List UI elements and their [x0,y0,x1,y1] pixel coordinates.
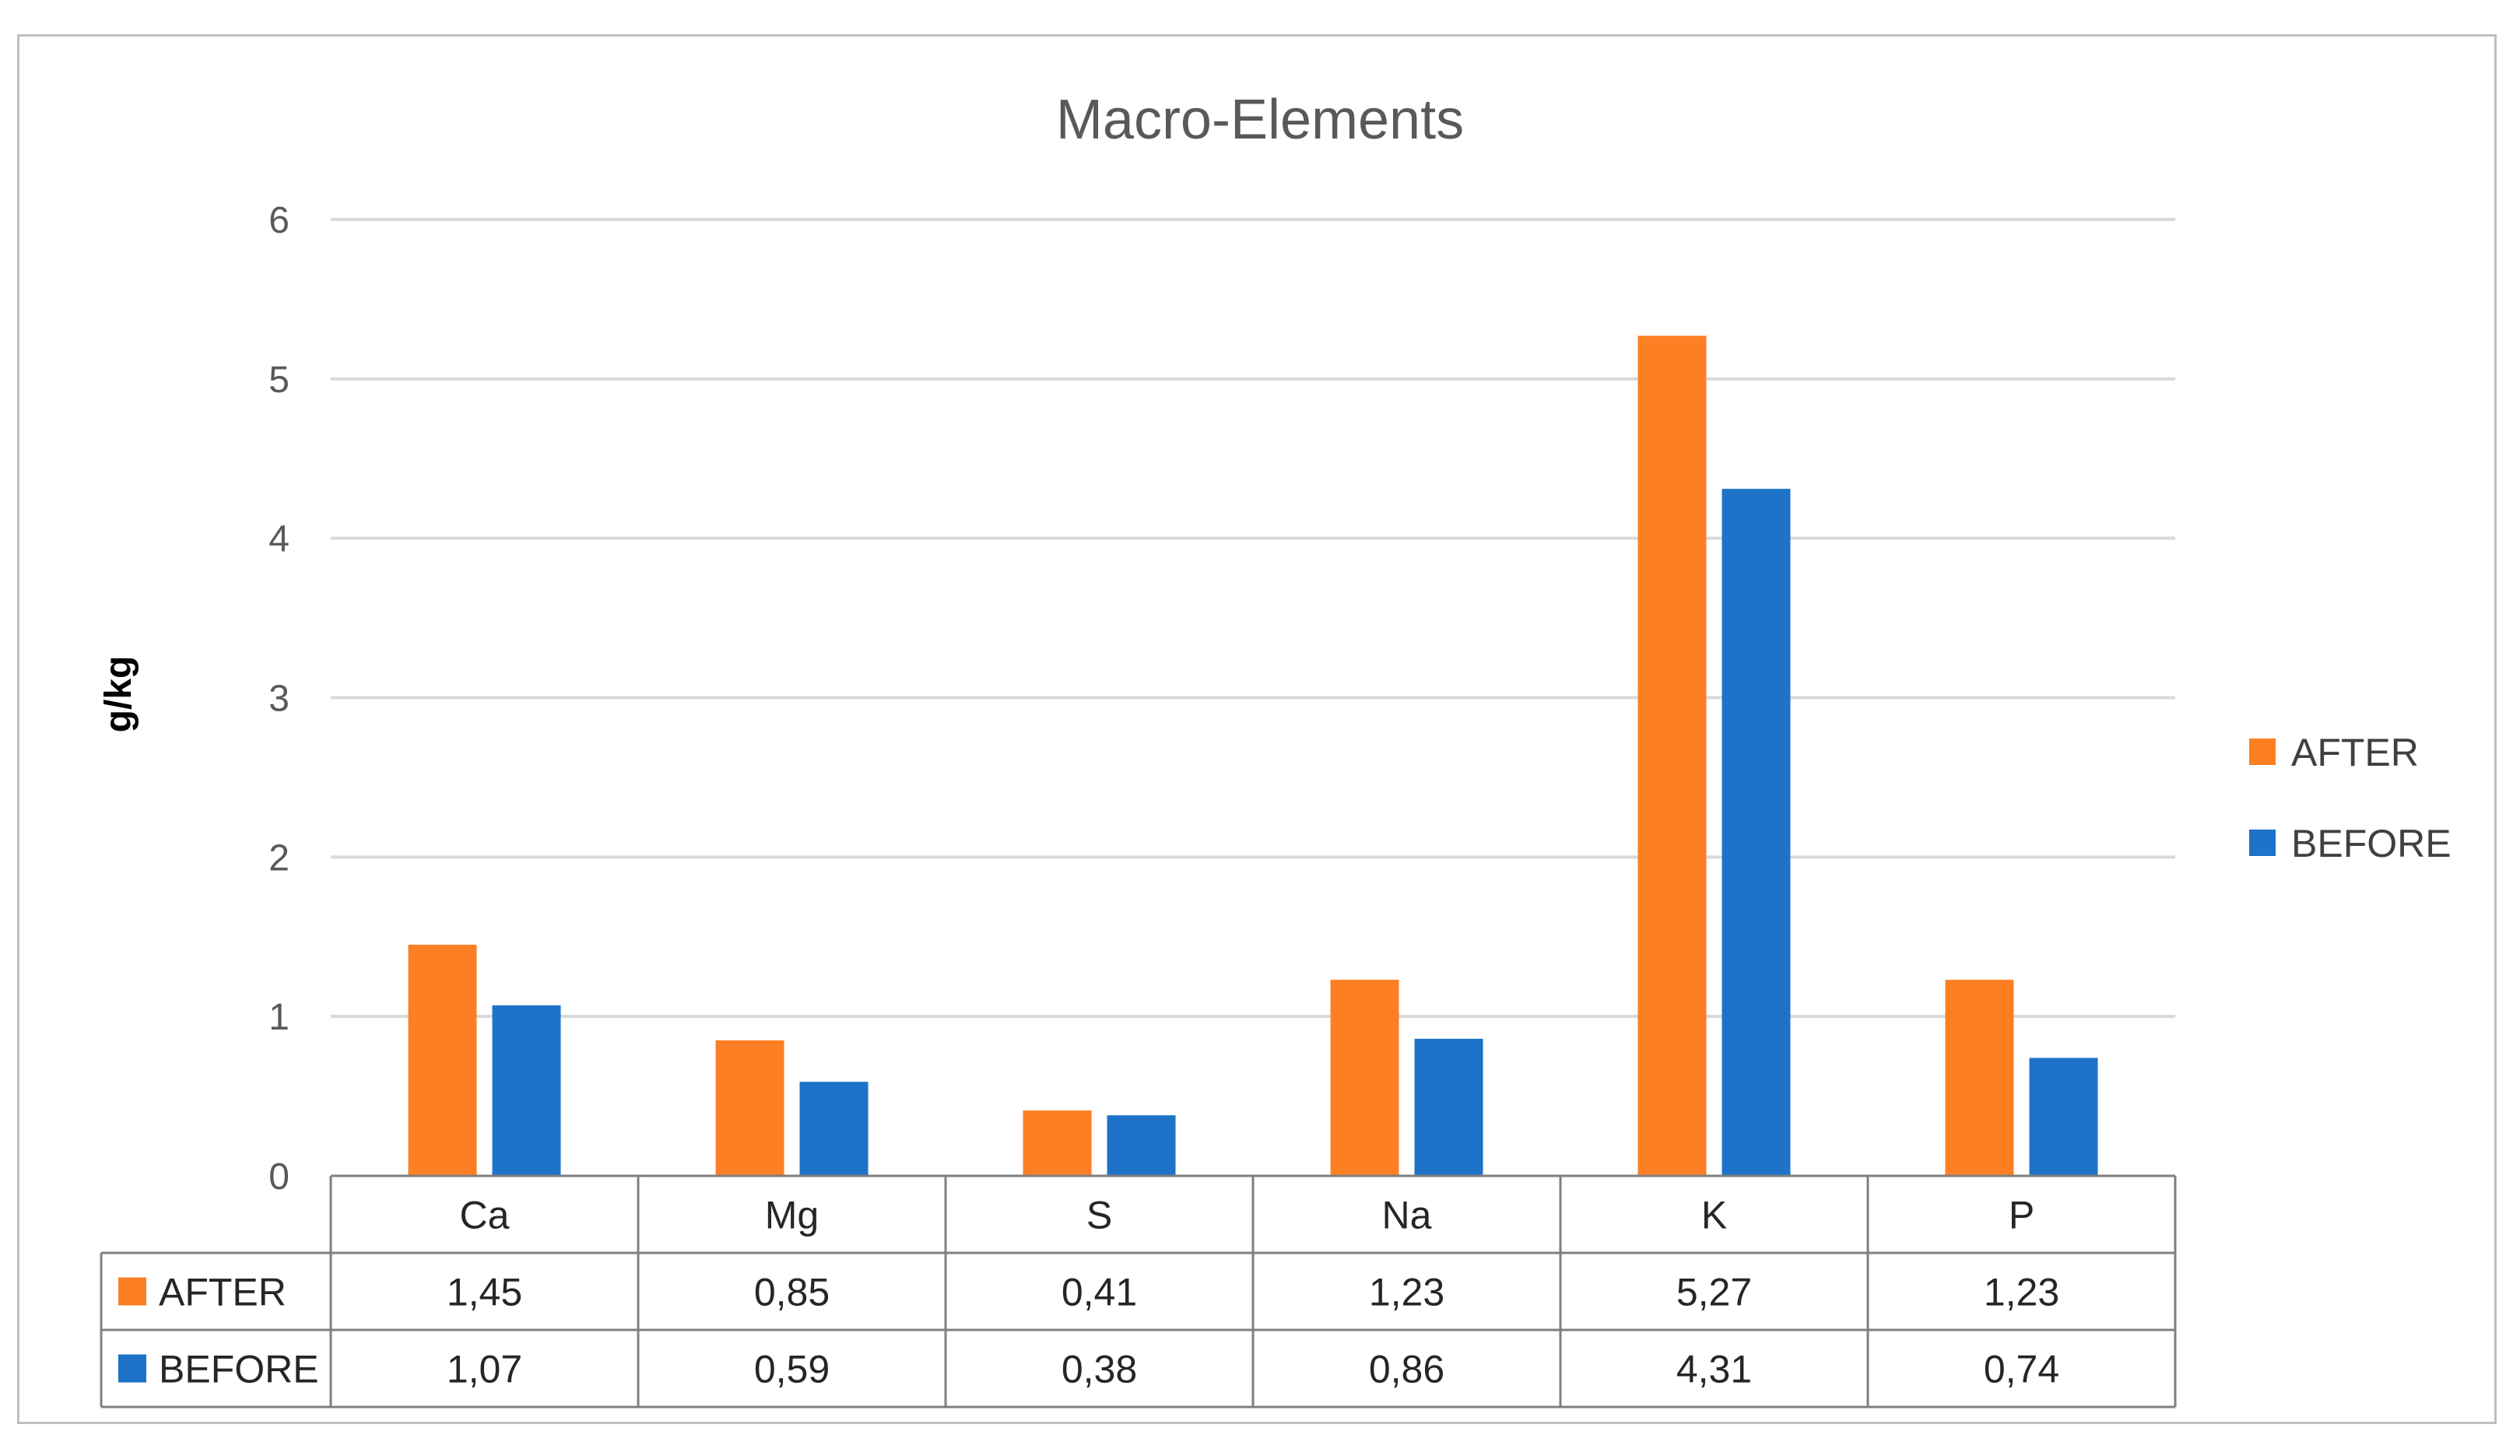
y-axis-label: g/kg [98,656,139,733]
bar-before-p [2029,1058,2098,1176]
bar-before-k [1722,489,1791,1176]
bar-after-s [1023,1110,1092,1176]
bar-after-p [1945,980,2014,1176]
table-value: 4,31 [1676,1348,1752,1391]
chart-title: Macro-Elements [1056,89,1464,151]
y-tick-label: 0 [268,1156,290,1198]
table-value: 0,74 [1984,1348,2059,1391]
bars [408,335,2098,1176]
table-category-label: K [1701,1194,1727,1237]
bar-before-ca [492,1005,561,1176]
table-value: 0,85 [754,1271,830,1314]
legend-label: BEFORE [2291,822,2452,865]
table-series-label: AFTER [159,1271,286,1314]
bar-after-ca [408,944,477,1176]
bar-before-na [1414,1038,1483,1176]
legend-key [2249,739,2276,765]
legend-key [2249,830,2276,856]
table-category-label: P [2009,1194,2034,1237]
table-category-label: Ca [460,1194,510,1237]
table-value: 0,86 [1369,1348,1444,1391]
table-legend-key [118,1277,146,1306]
y-tick-label: 1 [268,997,290,1038]
bar-after-k [1637,335,1707,1176]
y-tick-labels: 0 1 2 3 4 5 6 [268,200,290,1198]
bar-before-s [1107,1115,1176,1176]
table-value: 0,38 [1062,1348,1137,1391]
legend-label: AFTER [2291,731,2419,774]
gridlines [331,218,2175,1019]
table-legend-key [118,1354,146,1383]
table-value: 1,23 [1984,1271,2059,1314]
bar-after-mg [715,1040,784,1176]
y-tick-label: 3 [268,679,290,720]
table-category-label: Mg [765,1194,819,1237]
table-value: 5,27 [1676,1271,1752,1314]
y-tick-label: 5 [268,360,290,401]
table-category-label: Na [1382,1194,1432,1237]
bar-after-na [1330,980,1399,1176]
table-value: 1,07 [447,1348,522,1391]
y-tick-label: 2 [268,837,290,879]
table-value: 1,45 [447,1271,522,1314]
table-value: 0,41 [1062,1271,1137,1314]
bar-before-mg [799,1082,869,1176]
table-value: 1,23 [1369,1271,1444,1314]
y-tick-label: 4 [268,519,290,560]
data-table: Ca Mg S Na K P AFTER 1,45 0,85 0,41 1,23 5,27 1,23 BE… [100,1174,2177,1409]
y-tick-label: 6 [268,200,290,241]
table-series-label: BEFORE [159,1348,319,1391]
table-category-label: S [1086,1194,1112,1237]
table-value: 0,59 [754,1348,830,1391]
chart-frame [17,34,2497,1424]
legend: AFTER BEFORE [2249,731,2452,865]
